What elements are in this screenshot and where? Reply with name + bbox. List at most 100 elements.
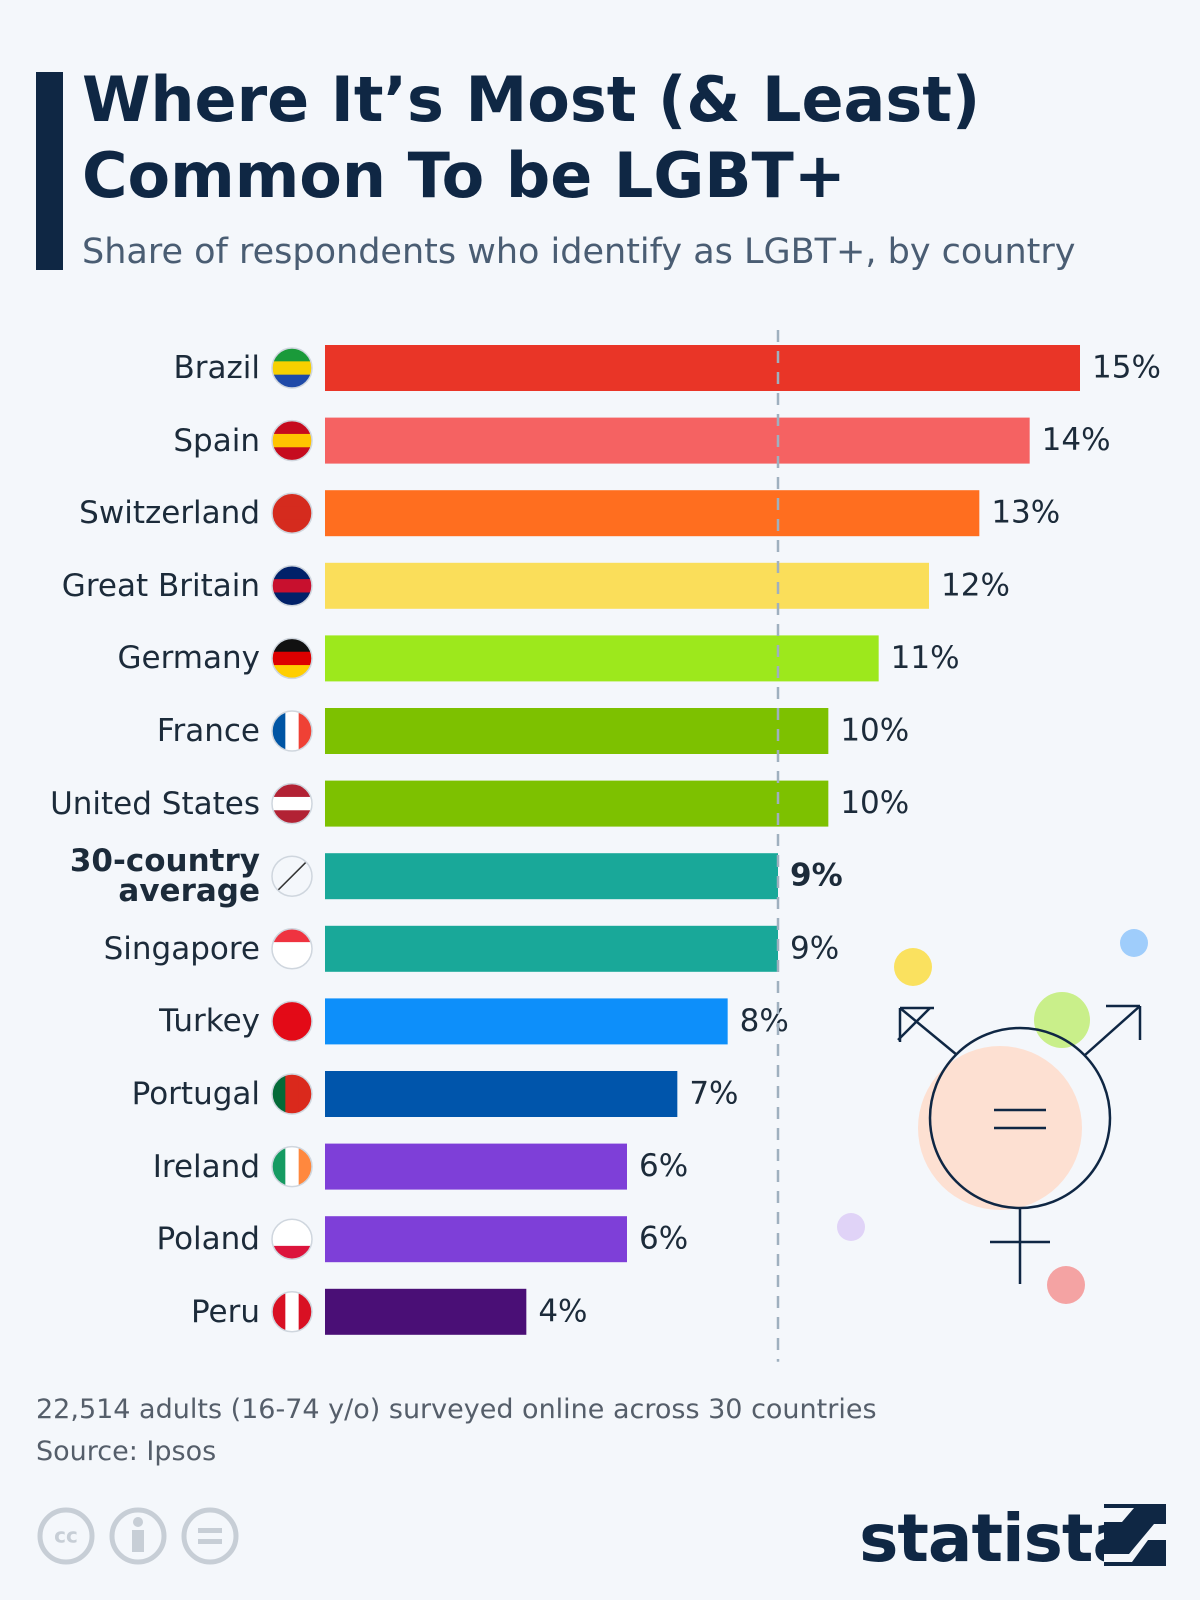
flag-border bbox=[271, 637, 313, 680]
bar bbox=[325, 1071, 678, 1117]
category-label: Turkey bbox=[159, 1003, 260, 1040]
category-label: Spain bbox=[173, 422, 260, 459]
title-accent bbox=[36, 72, 63, 270]
flag-stripe bbox=[272, 420, 312, 435]
flag bbox=[271, 1073, 313, 1115]
value-label: 15% bbox=[1092, 350, 1161, 386]
flag bbox=[271, 1218, 313, 1260]
flag bbox=[271, 637, 313, 680]
brand: statista bbox=[859, 1500, 1137, 1577]
bar bbox=[325, 1288, 527, 1335]
value-label: 10% bbox=[840, 785, 909, 821]
bar bbox=[325, 635, 879, 682]
value-label: 9% bbox=[790, 930, 839, 966]
flag bbox=[271, 1145, 313, 1188]
flag-border bbox=[271, 1291, 313, 1333]
category-label: Germany bbox=[117, 640, 260, 677]
category-label: Switzerland bbox=[79, 495, 260, 532]
flag-stripe bbox=[285, 1291, 300, 1332]
flag-stripe bbox=[285, 1146, 300, 1187]
flag-stripe bbox=[272, 1291, 286, 1332]
flag bbox=[271, 1000, 313, 1043]
category-label: Peru bbox=[190, 1293, 260, 1330]
flag bbox=[271, 419, 313, 462]
flag-slash bbox=[277, 861, 307, 891]
category-label: Brazil bbox=[173, 350, 260, 386]
value-label: 7% bbox=[689, 1076, 738, 1112]
flag-border bbox=[271, 928, 313, 970]
flag-stripe bbox=[272, 361, 312, 376]
flag-border bbox=[271, 1073, 313, 1115]
bar bbox=[325, 925, 778, 972]
flag-stripe bbox=[272, 1146, 286, 1187]
flag bbox=[271, 1291, 313, 1333]
flag-stripe bbox=[272, 783, 312, 798]
category-label: Singapore bbox=[103, 930, 260, 967]
bar bbox=[325, 562, 929, 609]
flag bbox=[271, 565, 313, 607]
bar bbox=[325, 853, 778, 900]
flag-stripe bbox=[285, 711, 300, 751]
svg-text:cc: cc bbox=[54, 1524, 78, 1548]
category-label: France bbox=[156, 713, 260, 749]
value-label: 14% bbox=[1042, 422, 1111, 458]
category-label: Portugal bbox=[131, 1076, 260, 1112]
source: Source: Ipsos bbox=[36, 1436, 217, 1467]
flag bbox=[271, 710, 313, 752]
bar bbox=[325, 708, 829, 754]
flag-stripe bbox=[272, 928, 312, 943]
flag-border bbox=[271, 1218, 313, 1260]
flag-stripe bbox=[272, 796, 312, 811]
category-label: 30-country average bbox=[69, 843, 260, 910]
flag-stripe bbox=[272, 942, 312, 956]
value-label: 12% bbox=[941, 567, 1010, 603]
flag bbox=[271, 492, 313, 534]
flag-stripe bbox=[272, 433, 312, 448]
flag-border bbox=[271, 565, 313, 607]
flag-stripe bbox=[272, 493, 312, 508]
flag-stripe bbox=[272, 1219, 312, 1234]
value-label: 6% bbox=[639, 1221, 688, 1257]
flag-stripe bbox=[272, 1014, 312, 1029]
flag-stripe bbox=[272, 1001, 312, 1016]
license-icons: cc bbox=[37, 1507, 239, 1565]
value-label: 8% bbox=[740, 1003, 789, 1039]
flag bbox=[271, 928, 313, 970]
note: 22,514 adults (16-74 y/o) surveyed onlin… bbox=[36, 1394, 877, 1425]
value-label: 6% bbox=[639, 1148, 688, 1184]
flag-stripe bbox=[272, 506, 312, 521]
bar bbox=[325, 1143, 627, 1190]
bar bbox=[325, 345, 1080, 391]
value-label: 11% bbox=[891, 640, 960, 676]
flag-stripe bbox=[272, 1074, 286, 1114]
bar bbox=[325, 1216, 627, 1263]
chart-subtitle: Share of respondents who identify as LGB… bbox=[82, 232, 1076, 272]
flag-stripe bbox=[272, 565, 312, 580]
flag bbox=[271, 782, 313, 825]
category-label: United States bbox=[50, 785, 260, 822]
category-label: Great Britain bbox=[61, 567, 260, 604]
flag bbox=[271, 855, 313, 897]
flag-stripe bbox=[272, 711, 286, 751]
flag-border bbox=[271, 1000, 313, 1043]
flag-border bbox=[271, 855, 313, 897]
flag-stripe bbox=[272, 579, 312, 593]
flag-border bbox=[271, 782, 313, 825]
bar bbox=[325, 780, 829, 827]
flag-border bbox=[271, 1145, 313, 1188]
flag-border bbox=[271, 419, 313, 462]
flag-stripe bbox=[272, 1232, 312, 1247]
value-label: 10% bbox=[840, 713, 909, 749]
brand-logo bbox=[1104, 1504, 1166, 1566]
value-label: 4% bbox=[538, 1293, 587, 1329]
flag-border bbox=[271, 710, 313, 752]
category-label: Ireland bbox=[152, 1148, 260, 1185]
bar bbox=[325, 417, 1030, 464]
decoration bbox=[837, 929, 1148, 1304]
flag bbox=[271, 347, 313, 389]
value-label: 9% bbox=[790, 858, 843, 894]
flag-border bbox=[271, 347, 313, 389]
flag-stripe bbox=[272, 651, 312, 666]
